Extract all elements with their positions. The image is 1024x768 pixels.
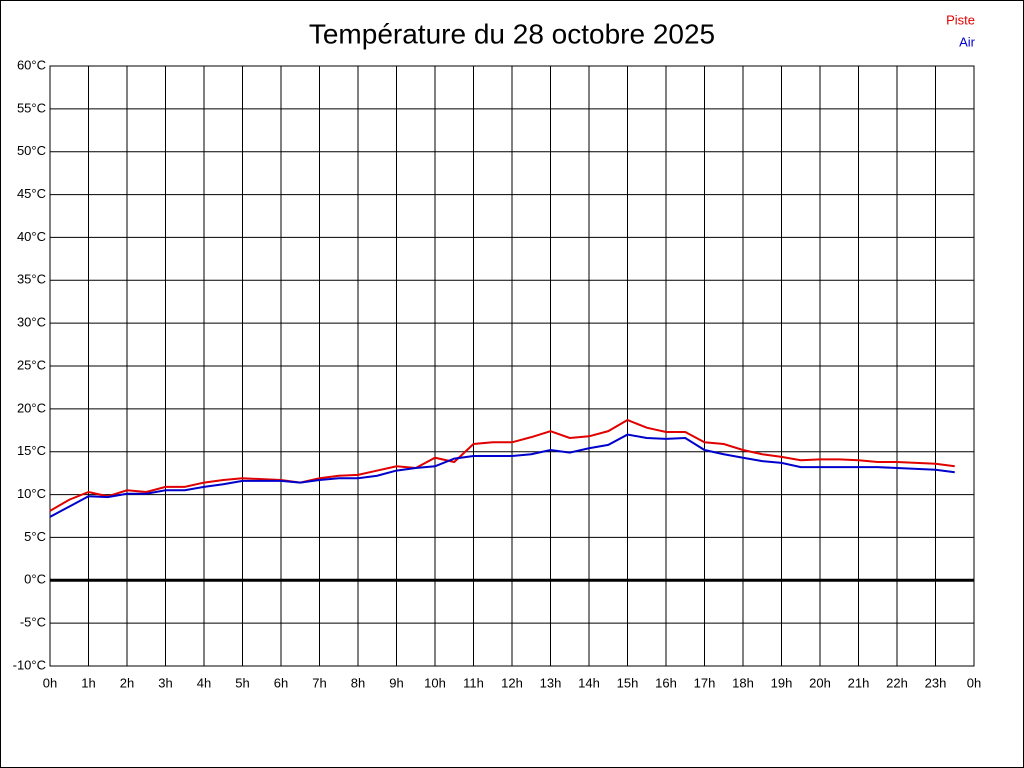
y-tick-label: -5°C — [20, 615, 46, 630]
legend-label: Piste — [946, 12, 975, 27]
y-tick-label: 40°C — [17, 229, 46, 244]
x-tick-label: 9h — [389, 675, 403, 690]
y-tick-label: 0°C — [24, 572, 46, 587]
y-tick-label: -10°C — [13, 657, 46, 672]
x-tick-label: 0h — [43, 675, 57, 690]
x-tick-label: 8h — [351, 675, 365, 690]
x-tick-label: 2h — [120, 675, 134, 690]
chart-title: Température du 28 octobre 2025 — [309, 18, 715, 49]
x-tick-label: 11h — [463, 675, 484, 690]
x-tick-label: 5h — [235, 675, 249, 690]
y-tick-label: 60°C — [17, 57, 46, 72]
x-tick-label: 3h — [158, 675, 172, 690]
x-tick-label: 6h — [274, 675, 288, 690]
y-tick-label: 35°C — [17, 272, 46, 287]
y-tick-label: 15°C — [17, 443, 46, 458]
x-tick-label: 20h — [809, 675, 831, 690]
x-tick-label: 10h — [424, 675, 446, 690]
x-tick-label: 12h — [501, 675, 523, 690]
x-tick-label: 4h — [197, 675, 211, 690]
y-tick-label: 50°C — [17, 143, 46, 158]
x-tick-label: 13h — [540, 675, 562, 690]
x-tick-label: 23h — [925, 675, 947, 690]
y-tick-label: 30°C — [17, 315, 46, 330]
x-tick-label: 16h — [655, 675, 677, 690]
y-tick-label: 20°C — [17, 400, 46, 415]
x-tick-label: 19h — [771, 675, 793, 690]
x-tick-label: 22h — [886, 675, 908, 690]
x-tick-label: 17h — [694, 675, 716, 690]
y-tick-label: 5°C — [24, 529, 46, 544]
x-tick-label: 21h — [848, 675, 870, 690]
y-tick-label: 55°C — [17, 100, 46, 115]
x-tick-label: 15h — [617, 675, 639, 690]
x-tick-label: 18h — [732, 675, 754, 690]
y-tick-label: 45°C — [17, 186, 46, 201]
series-line — [49, 418, 955, 512]
x-tick-label: 1h — [81, 675, 95, 690]
y-tick-label: 25°C — [17, 357, 46, 372]
x-tick-label: 7h — [312, 675, 326, 690]
series-line — [49, 433, 955, 518]
legend-label: Air — [959, 34, 976, 49]
x-tick-label: 0h — [967, 675, 981, 690]
x-tick-label: 14h — [578, 675, 600, 690]
y-tick-label: 10°C — [17, 486, 46, 501]
